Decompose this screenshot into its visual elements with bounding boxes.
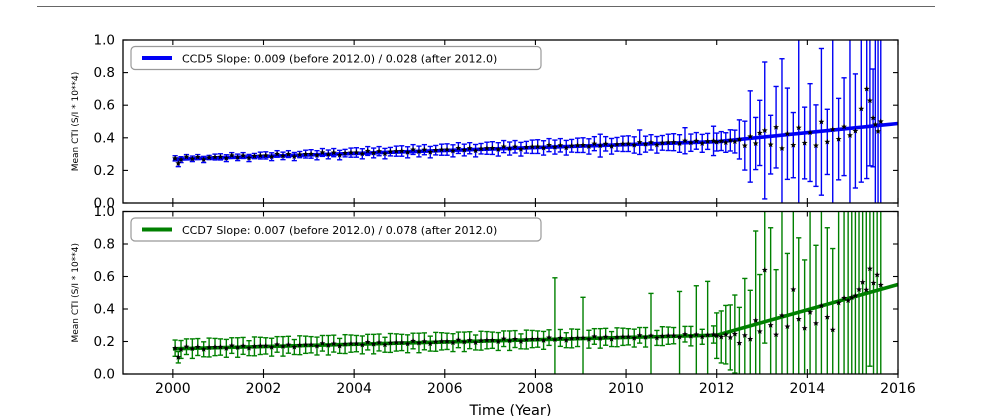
y-axis-tick-labels-ccd7: 0.0 0.2 0.4 0.6 0.8 1.0 — [94, 204, 115, 383]
x-axis-tick-labels: 2000 2002 2004 2006 2008 2010 2012 2014 2016 — [155, 381, 916, 397]
y-tick-label: 0.4 — [94, 302, 115, 318]
data-points-ccd7 — [172, 265, 884, 360]
y-tick-label: 1.0 — [94, 204, 115, 220]
errorbars-ccd7 — [172, 211, 882, 374]
x-tick-label: 2004 — [336, 381, 372, 397]
y-axis-label-ccd5: Mean CTI (S/I * 10**4) — [71, 72, 81, 172]
x-tick-label: 2012 — [699, 381, 735, 397]
plot-border-ccd7 — [122, 210, 899, 375]
y-tick-label: 0.6 — [94, 269, 115, 285]
ticks-ccd7 — [123, 210, 899, 378]
x-tick-label: 2002 — [246, 381, 282, 397]
x-tick-label: 2000 — [155, 381, 191, 397]
ticks-ccd5 — [123, 39, 899, 207]
y-tick-label: 0.6 — [94, 98, 115, 114]
data-points-ccd5 — [172, 85, 884, 166]
y-tick-label: 0.4 — [94, 130, 115, 146]
plot-border-ccd5 — [122, 39, 899, 204]
legend-label-ccd7: CCD7 Slope: 0.007 (before 2012.0) / 0.07… — [182, 224, 497, 237]
y-tick-label: 0.8 — [94, 65, 115, 81]
x-tick-label: 2006 — [427, 381, 463, 397]
x-axis-label: Time (Year) — [468, 403, 551, 416]
fit-line-ccd7 — [172, 282, 898, 351]
x-tick-label: 2016 — [880, 381, 916, 397]
y-tick-label: 0.2 — [94, 163, 115, 179]
y-tick-label: 0.2 — [94, 334, 115, 350]
x-tick-label: 2014 — [790, 381, 826, 397]
y-tick-label: 0.0 — [94, 196, 115, 212]
y-tick-label: 0.0 — [94, 367, 115, 383]
y-tick-label: 0.8 — [94, 237, 115, 253]
x-tick-label: 2010 — [608, 381, 644, 397]
y-axis-tick-labels-ccd5: 0.0 0.2 0.4 0.6 0.8 1.0 — [94, 33, 115, 212]
y-axis-label-ccd7: Mean CTI (S/I * 10**4) — [71, 243, 81, 343]
y-tick-label: 1.0 — [94, 33, 115, 49]
plot-area-ccd7 — [172, 211, 898, 374]
legend-label-ccd5: CCD5 Slope: 0.009 (before 2012.0) / 0.02… — [182, 53, 497, 66]
plot-area-ccd5 — [172, 40, 898, 203]
legend-ccd7: CCD7 Slope: 0.007 (before 2012.0) / 0.07… — [130, 217, 542, 242]
legend-ccd5: CCD5 Slope: 0.009 (before 2012.0) / 0.02… — [130, 45, 542, 71]
x-tick-label: 2008 — [518, 381, 554, 397]
